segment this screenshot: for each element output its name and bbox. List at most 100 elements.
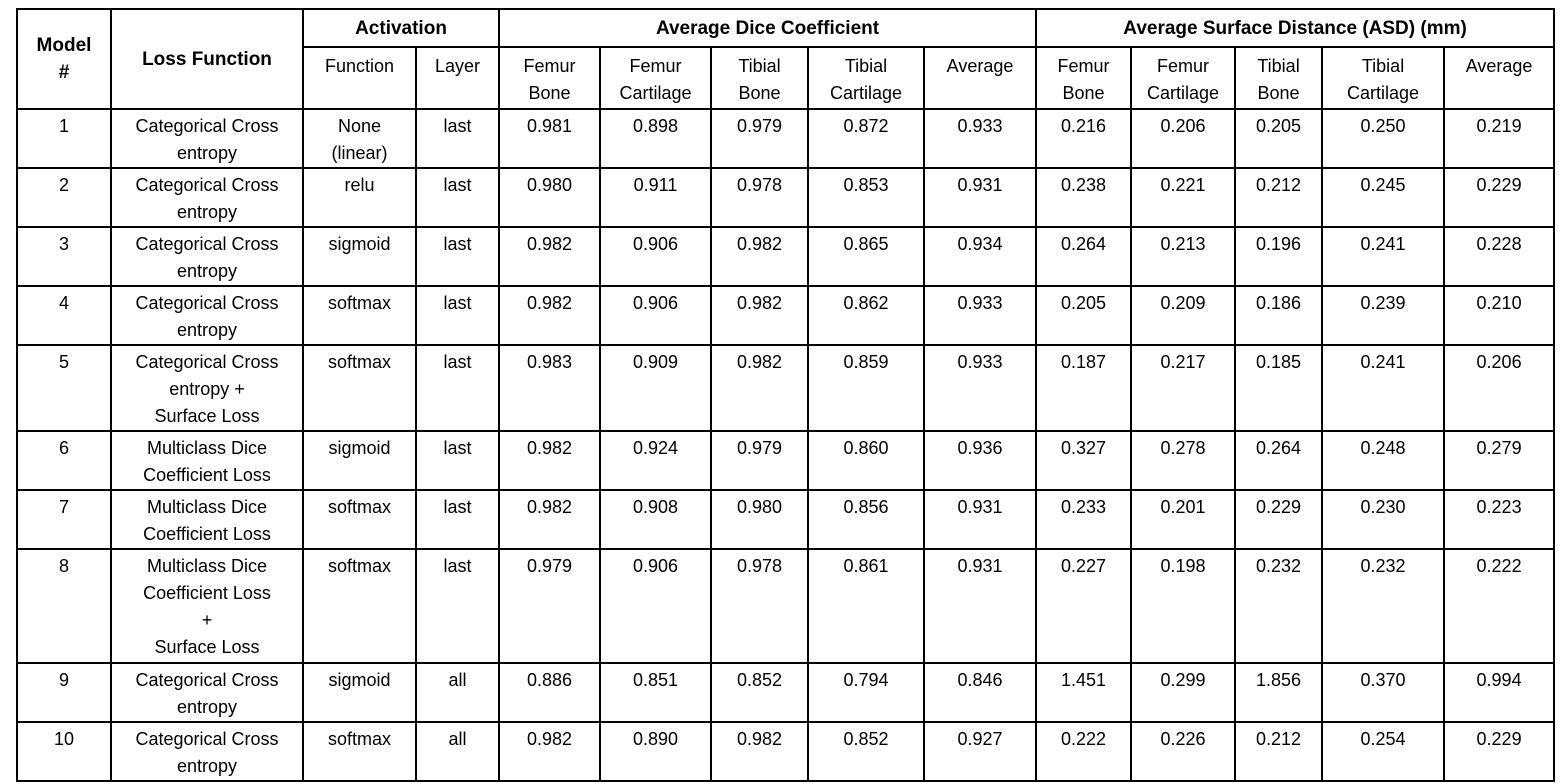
cell-asd-femur-cartilage: 0.209: [1130, 285, 1237, 346]
header-loss-function: Loss Function: [110, 8, 304, 110]
cell-dice-average: 0.931: [923, 489, 1038, 550]
table-row: 9 Categorical Cross entropy sigmoid all …: [16, 662, 1556, 723]
cell-model-number: 9: [16, 662, 112, 723]
cell-activation-function: sigmoid: [302, 226, 417, 287]
cell-dice-tibial-bone: 0.978: [710, 548, 810, 664]
cell-asd-femur-cartilage: 0.226: [1130, 721, 1237, 782]
header-asd-average: Average: [1443, 46, 1556, 110]
cell-dice-average: 0.933: [923, 344, 1038, 432]
cell-asd-femur-cartilage: 0.278: [1130, 430, 1237, 491]
cell-loss-function: Categorical Cross entropy: [110, 721, 304, 782]
table-row: 10 Categorical Cross entropy softmax all…: [16, 721, 1556, 782]
cell-dice-tibial-bone: 0.852: [710, 662, 810, 723]
cell-dice-tibial-bone: 0.980: [710, 489, 810, 550]
cell-dice-femur-bone: 0.982: [498, 721, 602, 782]
cell-asd-femur-cartilage: 0.221: [1130, 167, 1237, 228]
cell-activation-function: softmax: [302, 548, 417, 664]
cell-asd-tibial-bone: 1.856: [1234, 662, 1324, 723]
cell-activation-layer: last: [414, 108, 501, 169]
cell-asd-tibial-bone: 0.196: [1234, 226, 1324, 287]
cell-asd-tibial-cartilage: 0.239: [1321, 285, 1446, 346]
cell-model-number: 6: [16, 430, 112, 491]
cell-activation-layer: last: [414, 167, 501, 228]
cell-asd-average: 0.229: [1443, 721, 1556, 782]
cell-asd-femur-cartilage: 0.213: [1130, 226, 1237, 287]
cell-asd-tibial-cartilage: 0.250: [1321, 108, 1446, 169]
cell-dice-femur-cartilage: 0.908: [599, 489, 713, 550]
header-asd-group: Average Surface Distance (ASD) (mm): [1035, 8, 1556, 48]
cell-activation-layer: last: [414, 285, 501, 346]
cell-dice-tibial-cartilage: 0.862: [807, 285, 926, 346]
header-model-number: Model #: [16, 8, 112, 110]
cell-model-number: 10: [16, 721, 112, 782]
table-row: 6 Multiclass Dice Coefficient Loss sigmo…: [16, 430, 1556, 491]
cell-asd-femur-bone: 0.222: [1035, 721, 1133, 782]
cell-dice-tibial-cartilage: 0.856: [807, 489, 926, 550]
cell-dice-tibial-bone: 0.982: [710, 285, 810, 346]
cell-activation-function: softmax: [302, 489, 417, 550]
header-dice-tibial-cartilage: Tibial Cartilage: [807, 46, 926, 110]
header-dice-group: Average Dice Coefficient: [498, 8, 1038, 48]
cell-dice-femur-bone: 0.981: [498, 108, 602, 169]
cell-asd-tibial-cartilage: 0.232: [1321, 548, 1446, 664]
cell-dice-femur-bone: 0.979: [498, 548, 602, 664]
cell-asd-femur-cartilage: 0.206: [1130, 108, 1237, 169]
cell-dice-femur-bone: 0.982: [498, 226, 602, 287]
cell-dice-femur-bone: 0.982: [498, 285, 602, 346]
cell-asd-tibial-cartilage: 0.230: [1321, 489, 1446, 550]
header-asd-femur-bone: Femur Bone: [1035, 46, 1133, 110]
cell-asd-tibial-bone: 0.212: [1234, 721, 1324, 782]
cell-asd-tibial-bone: 0.212: [1234, 167, 1324, 228]
header-activation-layer: Layer: [414, 46, 501, 110]
cell-dice-femur-cartilage: 0.890: [599, 721, 713, 782]
cell-activation-function: None (linear): [302, 108, 417, 169]
cell-asd-femur-bone: 0.227: [1035, 548, 1133, 664]
cell-asd-femur-bone: 0.216: [1035, 108, 1133, 169]
cell-asd-femur-bone: 0.233: [1035, 489, 1133, 550]
cell-asd-femur-bone: 0.238: [1035, 167, 1133, 228]
cell-asd-average: 0.228: [1443, 226, 1556, 287]
cell-loss-function: Multiclass Dice Coefficient Loss: [110, 430, 304, 491]
cell-activation-layer: all: [414, 721, 501, 782]
cell-asd-tibial-cartilage: 0.370: [1321, 662, 1446, 723]
cell-asd-average: 0.219: [1443, 108, 1556, 169]
cell-dice-tibial-cartilage: 0.860: [807, 430, 926, 491]
cell-loss-function: Multiclass Dice Coefficient Loss: [110, 489, 304, 550]
cell-model-number: 3: [16, 226, 112, 287]
table-row: 2 Categorical Cross entropy relu last 0.…: [16, 167, 1556, 228]
cell-dice-tibial-bone: 0.982: [710, 226, 810, 287]
cell-dice-tibial-bone: 0.982: [710, 721, 810, 782]
cell-model-number: 1: [16, 108, 112, 169]
cell-dice-average: 0.927: [923, 721, 1038, 782]
cell-dice-tibial-cartilage: 0.852: [807, 721, 926, 782]
cell-model-number: 4: [16, 285, 112, 346]
cell-dice-average: 0.933: [923, 285, 1038, 346]
cell-dice-tibial-bone: 0.979: [710, 108, 810, 169]
cell-activation-function: sigmoid: [302, 662, 417, 723]
cell-asd-femur-bone: 1.451: [1035, 662, 1133, 723]
cell-asd-average: 0.994: [1443, 662, 1556, 723]
cell-dice-femur-bone: 0.886: [498, 662, 602, 723]
cell-loss-function: Categorical Cross entropy: [110, 108, 304, 169]
cell-dice-average: 0.846: [923, 662, 1038, 723]
cell-asd-femur-cartilage: 0.198: [1130, 548, 1237, 664]
cell-dice-tibial-cartilage: 0.794: [807, 662, 926, 723]
cell-asd-tibial-bone: 0.205: [1234, 108, 1324, 169]
table-row: 1 Categorical Cross entropy None (linear…: [16, 108, 1556, 169]
cell-activation-layer: last: [414, 430, 501, 491]
cell-asd-average: 0.229: [1443, 167, 1556, 228]
cell-asd-average: 0.279: [1443, 430, 1556, 491]
cell-asd-tibial-bone: 0.229: [1234, 489, 1324, 550]
cell-asd-average: 0.206: [1443, 344, 1556, 432]
cell-activation-function: softmax: [302, 344, 417, 432]
cell-asd-femur-cartilage: 0.201: [1130, 489, 1237, 550]
header-asd-femur-cartilage: Femur Cartilage: [1130, 46, 1237, 110]
cell-asd-femur-cartilage: 0.217: [1130, 344, 1237, 432]
cell-dice-average: 0.933: [923, 108, 1038, 169]
cell-activation-layer: last: [414, 489, 501, 550]
cell-asd-average: 0.210: [1443, 285, 1556, 346]
cell-activation-layer: last: [414, 548, 501, 664]
cell-loss-function: Categorical Cross entropy + Surface Loss: [110, 344, 304, 432]
cell-dice-tibial-bone: 0.978: [710, 167, 810, 228]
